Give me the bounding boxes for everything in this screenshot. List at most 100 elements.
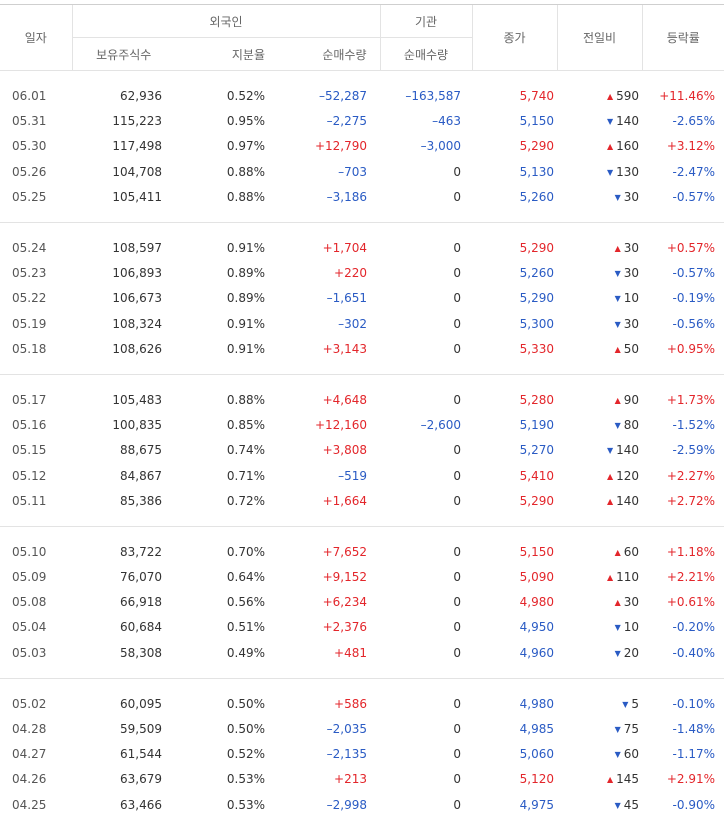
foreign-net: –703 bbox=[338, 164, 367, 179]
institution-net: 0 bbox=[453, 747, 461, 762]
cell: 0.91% bbox=[175, 311, 277, 336]
direction-icon: ▼ bbox=[622, 699, 629, 709]
cell: 0 bbox=[380, 311, 472, 336]
date: 04.28 bbox=[12, 722, 47, 737]
change: 90 bbox=[623, 392, 639, 407]
direction-icon: ▼ bbox=[614, 294, 621, 304]
direction-icon: ▼ bbox=[606, 117, 614, 127]
date: 05.09 bbox=[12, 570, 47, 585]
cell: 108,324 bbox=[72, 311, 175, 336]
spacer-row bbox=[0, 374, 724, 387]
cell: 05.23 bbox=[0, 261, 72, 286]
cell: 05.15 bbox=[0, 438, 72, 463]
change: 140 bbox=[616, 493, 639, 508]
share-ratio: 0.52% bbox=[226, 89, 265, 104]
cell: 63,466 bbox=[72, 792, 175, 817]
close-price: 5,150 bbox=[519, 114, 554, 129]
close-price: 5,150 bbox=[519, 544, 554, 559]
holdings: 76,070 bbox=[120, 570, 162, 585]
holdings: 60,095 bbox=[120, 696, 162, 711]
holdings: 60,684 bbox=[120, 620, 162, 635]
header-cell: 일자 bbox=[0, 4, 72, 71]
cell: 4,985 bbox=[472, 716, 557, 741]
table-header: 일자 외국인 기관 종가 전일비 등락률 보유주식수 지분율 순매수량 순매수량 bbox=[0, 4, 724, 71]
spacer-row bbox=[0, 209, 724, 223]
cell: +7,652 bbox=[277, 539, 380, 564]
cell: 05.24 bbox=[0, 235, 72, 260]
institution-net: 0 bbox=[453, 595, 461, 610]
data-row: 05.15 88,675 0.74% +3,808 0 5,270 ▼ 140 -2.59% bbox=[0, 438, 724, 463]
cell: ▲ 30 bbox=[557, 590, 642, 615]
change: 130 bbox=[616, 164, 639, 179]
spacer-row bbox=[0, 513, 724, 527]
holdings: 59,509 bbox=[120, 722, 162, 737]
date: 06.01 bbox=[12, 89, 47, 104]
foreign-net: +4,648 bbox=[322, 392, 367, 407]
date: 05.19 bbox=[12, 316, 47, 331]
change-rate: +2.27% bbox=[666, 468, 715, 483]
foreign-net: +12,160 bbox=[314, 418, 367, 433]
close-price: 5,290 bbox=[519, 139, 554, 154]
direction-icon: ▲ bbox=[606, 775, 614, 785]
holdings: 117,498 bbox=[112, 139, 162, 154]
holdings: 63,679 bbox=[120, 772, 162, 787]
change-rate: +3.12% bbox=[666, 139, 715, 154]
foreign-net: +586 bbox=[334, 696, 367, 711]
cell: 5,280 bbox=[472, 387, 557, 412]
cell: –3,186 bbox=[277, 184, 380, 209]
share-ratio: 0.88% bbox=[226, 189, 265, 204]
share-ratio: 0.95% bbox=[226, 114, 265, 129]
direction-icon: ▼ bbox=[614, 269, 621, 279]
foreign-net: +6,234 bbox=[322, 595, 367, 610]
data-row: 04.27 61,544 0.52% –2,135 0 5,060 ▼ 60 -1.17% bbox=[0, 742, 724, 767]
cell: 0 bbox=[380, 488, 472, 513]
cell: ▲ 140 bbox=[557, 488, 642, 513]
change-rate: -0.56% bbox=[672, 316, 715, 331]
cell: 85,386 bbox=[72, 488, 175, 513]
spacer-cell bbox=[0, 71, 724, 84]
close-price: 4,975 bbox=[519, 797, 554, 812]
direction-icon: ▼ bbox=[614, 800, 621, 810]
share-ratio: 0.72% bbox=[226, 493, 265, 508]
cell: 60,095 bbox=[72, 691, 175, 716]
cell: –2,275 bbox=[277, 109, 380, 134]
cell: 05.04 bbox=[0, 615, 72, 640]
foreign-net: +3,143 bbox=[322, 341, 367, 356]
header-cell: 보유주식수 bbox=[71, 37, 175, 71]
share-ratio: 0.70% bbox=[226, 544, 265, 559]
close-price: 5,060 bbox=[519, 747, 554, 762]
cell: 62,936 bbox=[72, 84, 175, 109]
change: 590 bbox=[616, 89, 639, 104]
cell: 0 bbox=[380, 615, 472, 640]
foreign-net: +1,664 bbox=[322, 493, 367, 508]
cell: ▲ 30 bbox=[557, 235, 642, 260]
date: 05.26 bbox=[12, 164, 47, 179]
cell: 05.08 bbox=[0, 590, 72, 615]
cell: 0 bbox=[380, 159, 472, 184]
change-rate: -0.19% bbox=[672, 291, 715, 306]
cell: -2.59% bbox=[642, 438, 724, 463]
holdings: 106,673 bbox=[112, 291, 162, 306]
data-row: 05.04 60,684 0.51% +2,376 0 4,950 ▼ 10 -0.20% bbox=[0, 615, 724, 640]
cell: +11.46% bbox=[642, 84, 724, 109]
institution-net: 0 bbox=[453, 645, 461, 660]
share-ratio: 0.64% bbox=[226, 570, 265, 585]
holdings: 108,597 bbox=[112, 241, 162, 256]
cell: -2.65% bbox=[642, 109, 724, 134]
row-group: 05.02 60,095 0.50% +586 0 4,980 ▼ 5 -0.10% 04.28 5… bbox=[0, 678, 724, 817]
holdings: 105,411 bbox=[112, 189, 162, 204]
institution-net: 0 bbox=[453, 722, 461, 737]
data-row: 05.24 108,597 0.91% +1,704 0 5,290 ▲ 30 +0.57% bbox=[0, 235, 724, 260]
header-cell: 등락률 bbox=[641, 4, 724, 71]
spacer-cell bbox=[0, 665, 724, 679]
cell: 0.72% bbox=[175, 488, 277, 513]
cell: +2.91% bbox=[642, 767, 724, 792]
share-ratio: 0.91% bbox=[226, 241, 265, 256]
foreign-net: –2,135 bbox=[326, 747, 367, 762]
cell: 5,290 bbox=[472, 286, 557, 311]
foreign-net: –2,998 bbox=[326, 797, 367, 812]
date: 05.12 bbox=[12, 468, 47, 483]
cell: –3,000 bbox=[380, 134, 472, 159]
cell: 0 bbox=[380, 286, 472, 311]
